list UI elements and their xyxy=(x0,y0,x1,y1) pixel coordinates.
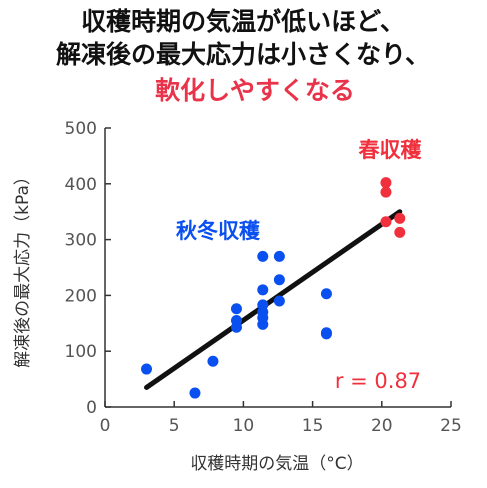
data-point-autumn-winter xyxy=(320,288,332,300)
data-point-autumn-winter xyxy=(189,387,201,399)
y-tick-label: 400 xyxy=(65,175,97,195)
data-point-autumn-winter xyxy=(273,295,285,307)
data-point-autumn-winter xyxy=(230,321,242,333)
chart-title: 収穫時期の気温が低いほど、 解凍後の最大応力は小さくなり、 軟化しやすくなる xyxy=(56,7,430,105)
data-point-autumn-winter xyxy=(257,318,269,330)
x-tick-label: 10 xyxy=(233,416,255,436)
data-point-spring xyxy=(394,212,406,224)
title-line-2: 解凍後の最大応力は小さくなり、 xyxy=(56,40,430,69)
title-line-1: 収穫時期の気温が低いほど、 xyxy=(81,7,405,36)
y-axis-ticks: 0 100 200 300 400 500 xyxy=(65,119,111,418)
x-tick-label: 25 xyxy=(440,416,462,436)
data-point-autumn-winter xyxy=(273,274,285,286)
y-tick-label: 200 xyxy=(65,286,97,306)
y-axis-title: 解凍後の最大応力（kPa） xyxy=(13,168,33,368)
y-tick-label: 100 xyxy=(65,342,97,362)
data-point-spring xyxy=(380,177,392,189)
x-tick-label: 5 xyxy=(169,416,180,436)
data-point-spring xyxy=(380,216,392,228)
annotations: 秋冬収穫 春収穫 r = 0.87 xyxy=(176,138,422,393)
y-tick-label: 300 xyxy=(65,231,97,251)
data-point-autumn-winter xyxy=(207,355,219,367)
x-axis-ticks: 0 5 10 15 20 25 xyxy=(100,401,462,436)
data-point-autumn-winter xyxy=(273,250,285,262)
data-point-spring xyxy=(380,186,392,198)
series-label-spring: 春収穫 xyxy=(359,138,423,162)
trendline-group xyxy=(144,209,403,390)
title-line-3: 軟化しやすくなる xyxy=(155,76,355,105)
x-tick-label: 0 xyxy=(100,416,111,436)
y-tick-label: 500 xyxy=(65,119,97,139)
x-tick-label: 20 xyxy=(371,416,393,436)
correlation-label: r = 0.87 xyxy=(335,369,421,393)
data-point-autumn-winter xyxy=(257,250,269,262)
data-point-autumn-winter xyxy=(320,328,332,340)
trendline xyxy=(144,209,403,390)
data-point-spring xyxy=(394,226,406,238)
x-tick-label: 15 xyxy=(302,416,324,436)
y-tick-label: 0 xyxy=(86,398,97,418)
axes: 0 5 10 15 20 25 0 100 200 300 400 500 xyxy=(65,119,462,436)
data-point-autumn-winter xyxy=(141,363,153,375)
data-point-autumn-winter xyxy=(230,303,242,315)
series-label-autumn-winter: 秋冬収穫 xyxy=(176,219,261,243)
x-axis-title: 収穫時期の気温（°C） xyxy=(190,454,363,474)
data-point-autumn-winter xyxy=(257,284,269,296)
data-points xyxy=(141,177,406,399)
